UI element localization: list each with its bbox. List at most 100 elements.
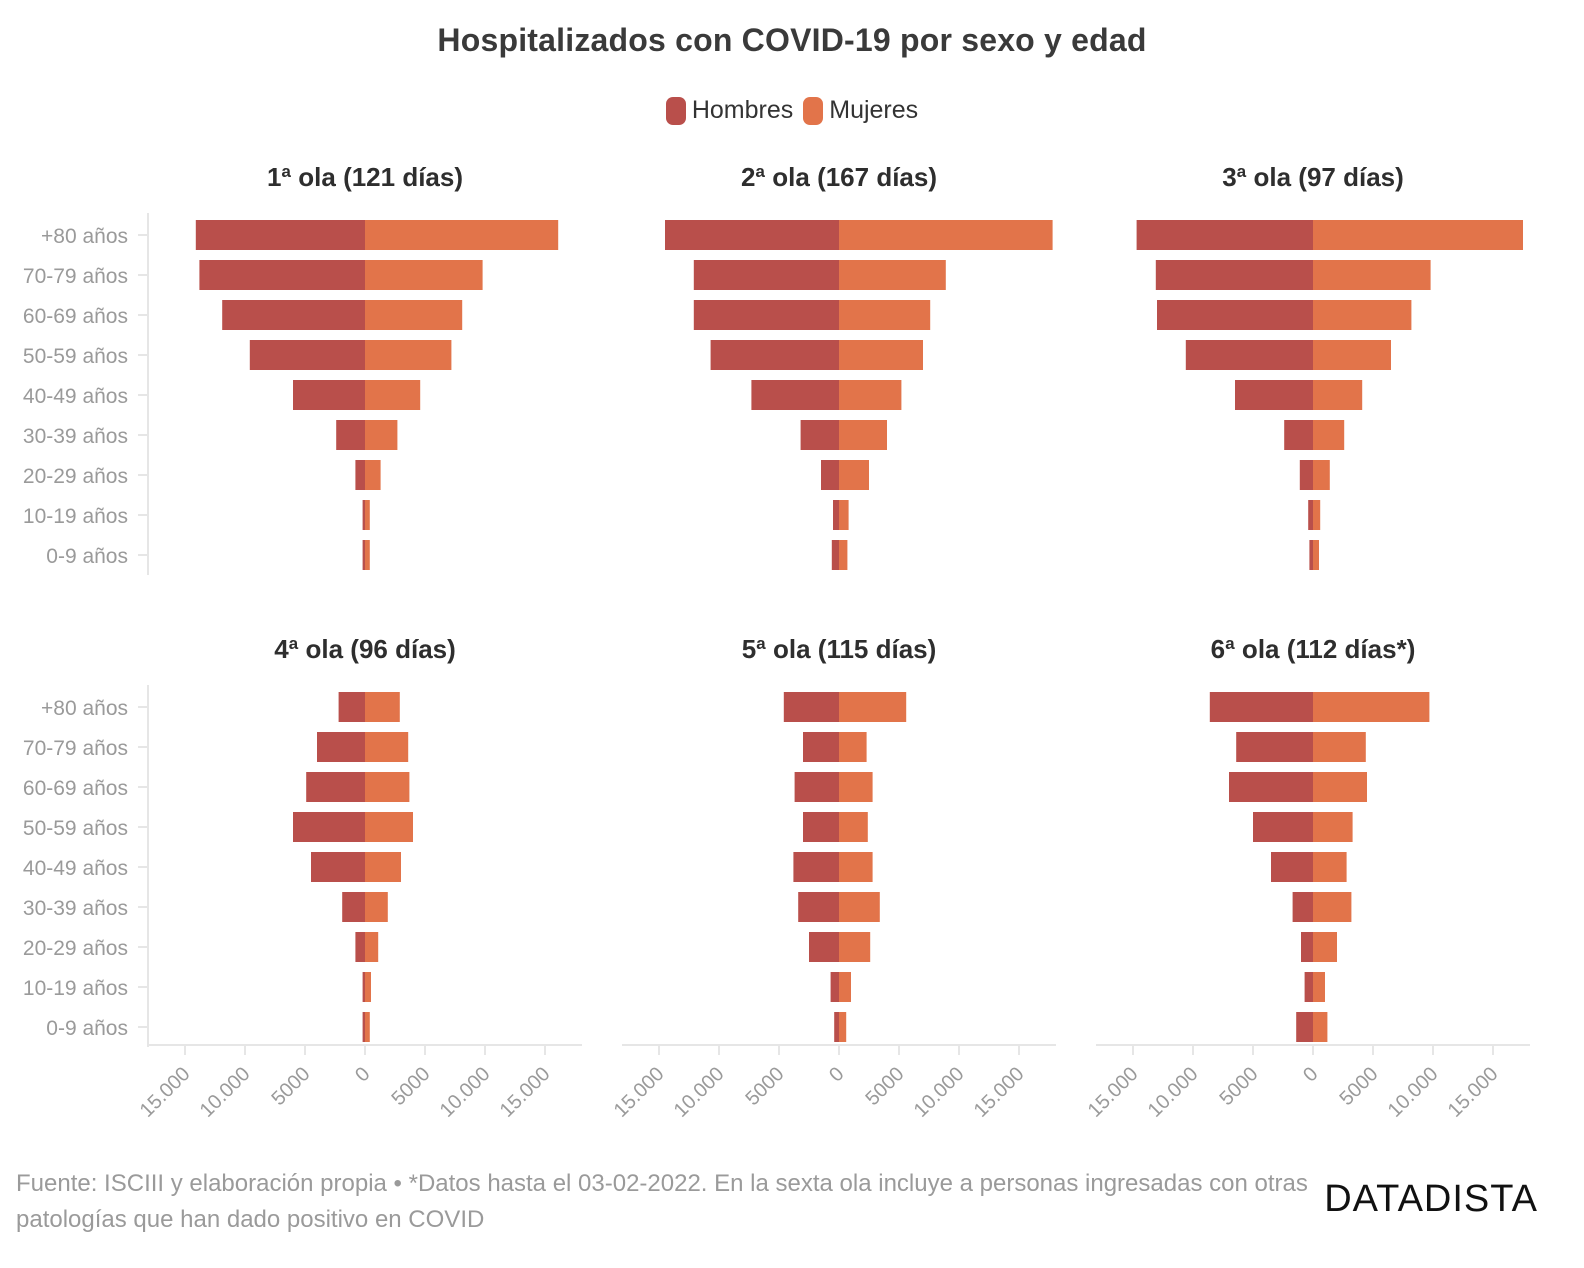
bar-women	[1313, 1012, 1328, 1042]
bar-men	[342, 892, 365, 922]
bar-men	[1136, 220, 1313, 250]
category-label: 10-19 años	[23, 505, 128, 528]
bar-men	[293, 812, 365, 842]
bar-men	[793, 852, 839, 882]
legend: Hombres Mujeres	[0, 96, 1584, 125]
bar-men	[1155, 260, 1313, 290]
bar-men	[783, 692, 839, 722]
bar-men	[1157, 300, 1313, 330]
bar-women	[839, 380, 902, 410]
bar-women	[365, 972, 371, 1002]
bar-men	[293, 380, 365, 410]
bar-men	[249, 340, 365, 370]
bar-men	[798, 892, 839, 922]
bar-women	[839, 220, 1053, 250]
bar-women	[1313, 220, 1523, 250]
bar-women	[839, 260, 946, 290]
bar-men	[362, 1012, 365, 1042]
legend-label-men: Hombres	[691, 96, 794, 124]
legend-label-women: Mujeres	[829, 96, 919, 124]
value-tick-label: 15.000	[970, 1063, 1029, 1122]
category-label: 40-49 años	[23, 857, 128, 880]
bar-men	[803, 812, 839, 842]
legend-item-men[interactable]: Hombres	[665, 96, 794, 125]
bar-women	[1313, 972, 1325, 1002]
value-tick-label: 5000	[268, 1063, 315, 1110]
bar-men	[306, 772, 365, 802]
bar-men	[1236, 732, 1313, 762]
bar-men	[336, 420, 365, 450]
value-tick-label: 10.000	[1384, 1063, 1443, 1122]
value-tick-label: 15.000	[610, 1063, 669, 1122]
bar-women	[365, 460, 381, 490]
bar-men	[362, 500, 365, 530]
category-label: 20-29 años	[23, 937, 128, 960]
bar-men	[1301, 932, 1313, 962]
bar-women	[365, 932, 379, 962]
value-tick-label: 15.000	[1084, 1063, 1143, 1122]
bar-women	[1313, 460, 1330, 490]
bar-men	[831, 540, 839, 570]
category-label: 40-49 años	[23, 385, 128, 408]
bar-women	[365, 260, 483, 290]
bar-women	[1313, 500, 1321, 530]
bar-men	[195, 220, 365, 250]
bar-men	[1235, 380, 1313, 410]
bar-men	[1292, 892, 1313, 922]
bar-men	[338, 692, 365, 722]
bar-men	[751, 380, 839, 410]
value-tick-label: 15.000	[496, 1063, 555, 1122]
bar-women	[839, 932, 871, 962]
category-label: 0-9 años	[46, 545, 128, 568]
category-label: 10-19 años	[23, 977, 128, 1000]
category-label: 20-29 años	[23, 465, 128, 488]
bar-men	[693, 260, 839, 290]
bar-men	[1304, 972, 1313, 1002]
bar-women	[839, 420, 887, 450]
bar-men	[362, 972, 365, 1002]
bar-men	[693, 300, 839, 330]
source-note: Fuente: ISCIII y elaboración propia • *D…	[16, 1170, 1308, 1233]
panel-title: 4ª ola (96 días)	[274, 634, 456, 664]
panel-title: 6ª ola (112 días*)	[1211, 634, 1416, 664]
bar-women	[365, 340, 452, 370]
category-label: 70-79 años	[23, 737, 128, 760]
bar-men	[199, 260, 365, 290]
value-tick-label: 0	[1299, 1063, 1322, 1086]
bar-women	[365, 380, 421, 410]
bar-women	[365, 892, 388, 922]
legend-item-women[interactable]: Mujeres	[803, 96, 918, 125]
bar-women	[365, 852, 401, 882]
bar-men	[834, 1012, 839, 1042]
bar-women	[839, 300, 931, 330]
bar-men	[830, 972, 839, 1002]
bar-men	[794, 772, 839, 802]
value-tick-label: 10.000	[196, 1063, 255, 1122]
panel-title: 2ª ola (167 días)	[741, 162, 937, 192]
category-label: 60-69 años	[23, 777, 128, 800]
category-label: +80 años	[41, 225, 128, 248]
bar-men	[362, 540, 365, 570]
bar-women	[1313, 932, 1337, 962]
bar-women	[365, 812, 413, 842]
bar-women	[1313, 260, 1431, 290]
brand-logo: DATADISTA	[1324, 1178, 1538, 1220]
bar-men	[355, 460, 365, 490]
bar-women	[839, 340, 923, 370]
bar-women	[1313, 732, 1366, 762]
bar-women	[839, 892, 880, 922]
category-label: 30-39 años	[23, 897, 128, 920]
bar-men	[355, 932, 365, 962]
bar-men	[809, 932, 839, 962]
panel-title: 1ª ola (121 días)	[267, 162, 463, 192]
value-tick-label: 15.000	[136, 1063, 195, 1122]
bar-women	[365, 732, 409, 762]
bar-women	[365, 692, 400, 722]
bar-women	[365, 540, 370, 570]
bar-men	[1253, 812, 1313, 842]
value-tick-label: 10.000	[670, 1063, 729, 1122]
value-tick-label: 5000	[388, 1063, 435, 1110]
bar-women	[839, 852, 873, 882]
bar-women	[839, 540, 848, 570]
bar-women	[839, 500, 849, 530]
